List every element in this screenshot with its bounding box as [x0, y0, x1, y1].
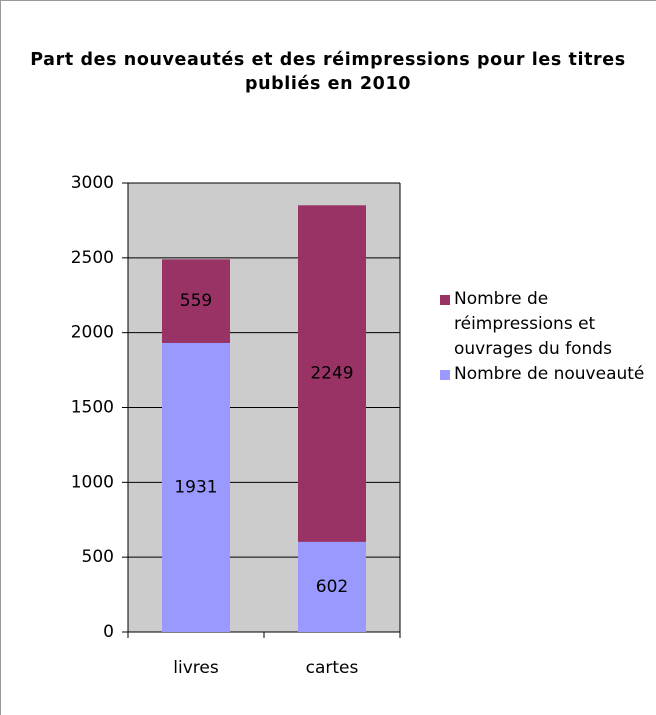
data-label: 602	[316, 577, 348, 597]
x-tick-label: cartes	[306, 658, 359, 678]
x-tick-label: livres	[173, 658, 219, 678]
legend-label: Nombre de nouveauté	[454, 364, 645, 384]
legend-swatch	[440, 295, 450, 305]
y-tick-label: 3000	[71, 173, 114, 193]
y-tick-label: 1500	[71, 398, 114, 418]
y-tick-label: 2500	[71, 248, 114, 268]
data-label: 1931	[174, 477, 217, 497]
y-tick-label: 2000	[71, 323, 114, 343]
bar-segment	[298, 205, 366, 542]
y-tick-label: 500	[82, 547, 114, 567]
chart-title: Part des nouveautés et des réimpressions…	[30, 50, 626, 94]
data-label: 559	[180, 291, 212, 311]
bar-segment	[298, 541, 366, 632]
y-tick-label: 0	[103, 622, 114, 642]
data-label: 2249	[310, 364, 353, 384]
legend-label: Nombre de réimpressions et ouvrages du f…	[454, 289, 612, 359]
y-tick-label: 1000	[71, 472, 114, 492]
legend-swatch	[440, 370, 450, 380]
bar-segment	[162, 342, 230, 632]
bar-segment	[162, 259, 230, 343]
